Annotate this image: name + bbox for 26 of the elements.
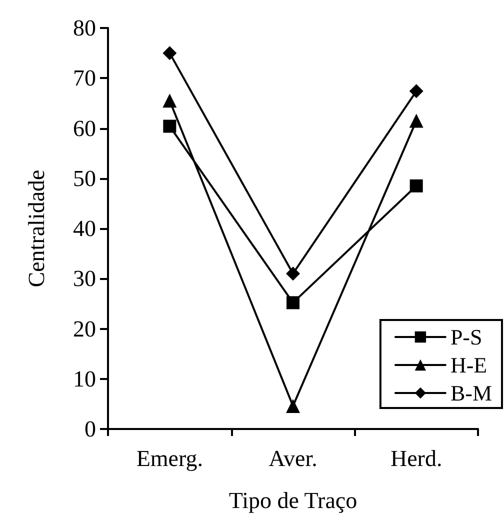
y-tick-label: 50 xyxy=(73,166,96,191)
point xyxy=(409,114,424,128)
point xyxy=(162,46,177,60)
point xyxy=(286,266,300,281)
point xyxy=(286,398,300,413)
y-tick-label: 70 xyxy=(73,66,96,91)
legend-label: H-E xyxy=(450,352,488,378)
legend-label: B-M xyxy=(450,380,492,406)
y-tick-label: 60 xyxy=(73,116,96,141)
y-axis-title: Centralidade xyxy=(24,170,49,288)
point xyxy=(163,120,176,133)
y-tick-label: 10 xyxy=(73,366,96,392)
legend-label: P-S xyxy=(450,324,482,350)
point xyxy=(410,179,423,192)
x-tick-label: Aver. xyxy=(268,446,318,471)
point xyxy=(162,94,177,108)
x-tick-label: Emerg. xyxy=(136,446,203,471)
x-tick-label: Herd. xyxy=(390,446,442,471)
y-tick-label: 20 xyxy=(73,316,96,342)
point xyxy=(286,296,300,310)
x-axis-title: Tipo de Traço xyxy=(228,488,358,513)
y-tick-label: 30 xyxy=(73,266,96,292)
y-tick-label: 0 xyxy=(84,416,96,442)
point xyxy=(409,84,424,98)
y-tick-label: 80 xyxy=(73,16,96,40)
y-tick-label: 40 xyxy=(73,216,96,241)
